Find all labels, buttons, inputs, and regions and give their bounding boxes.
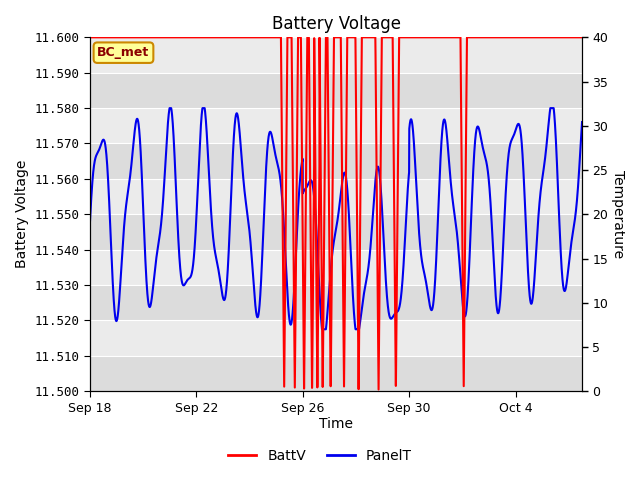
Legend: BattV, PanelT: BattV, PanelT: [223, 443, 417, 468]
Text: BC_met: BC_met: [97, 46, 150, 59]
Bar: [90, 285, 582, 321]
Bar: [90, 144, 582, 179]
Title: Battery Voltage: Battery Voltage: [271, 15, 401, 33]
Bar: [90, 214, 582, 250]
Bar: [90, 356, 582, 391]
Y-axis label: Temperature: Temperature: [611, 170, 625, 258]
Bar: [90, 73, 582, 108]
X-axis label: Time: Time: [319, 418, 353, 432]
Y-axis label: Battery Voltage: Battery Voltage: [15, 160, 29, 268]
